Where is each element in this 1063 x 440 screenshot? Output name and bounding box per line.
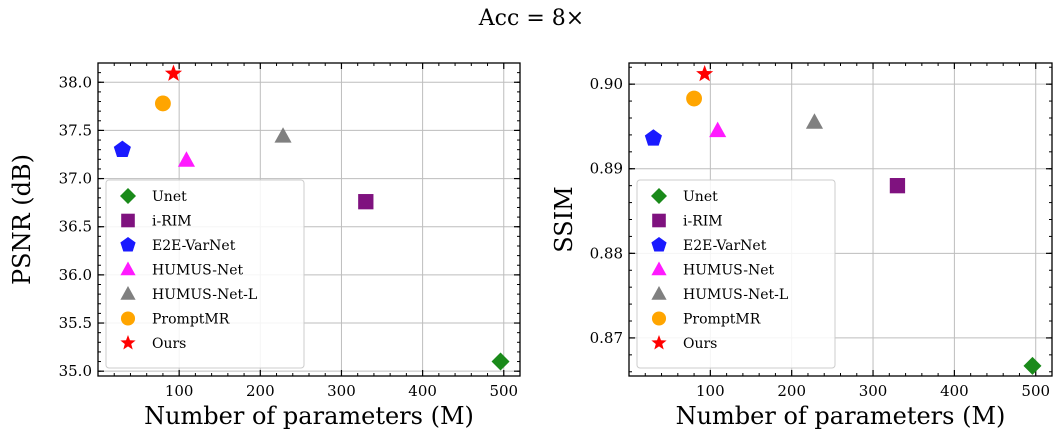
psnr-x-axis-label: Number of parameters (M) [144,402,474,430]
legend-marker-i-rim [121,213,135,228]
legend-label: E2E-VarNet [683,238,767,254]
psnr-y-tick-label: 38.0 [59,73,92,91]
ssim-point-unet [1023,356,1042,375]
legend-marker-humus-net [120,261,136,276]
ssim-y-tick-label: 0.89 [590,160,623,178]
psnr-point-promptmr [155,95,171,112]
legend-marker-humus-net [651,261,667,276]
psnr-y-tick-label: 36.0 [59,266,92,284]
psnr-y-tick-label: 37.0 [59,170,92,188]
psnr-x-tick-label: 400 [408,382,437,400]
ssim-x-tick-label: 400 [940,382,969,400]
psnr-point-e2e-varnet [113,140,131,157]
psnr-point-ours [164,64,183,81]
ssim-point-promptmr [686,90,702,107]
psnr-y-tick-label: 36.5 [59,218,92,236]
legend-label: Ours [683,336,717,352]
legend-label: Ours [152,336,186,352]
psnr-x-tick-label: 300 [327,382,356,400]
ssim-y-tick-label: 0.90 [590,75,623,93]
legend-marker-e2e-varnet [651,237,667,252]
legend-marker-promptmr [651,311,667,326]
ssim-plot: 100 200 300 400 500 0.87 0.88 0.89 0.90 Number of… [550,62,1053,430]
legend-label: HUMUS-Net [152,263,244,279]
legend-label: Unet [152,189,187,205]
ssim-x-tick-label: 500 [1021,382,1050,400]
figure-title: Acc = 8× [478,6,585,31]
legend-label: HUMUS-Net [683,263,775,279]
psnr-point-unet [491,352,510,371]
ssim-point-i-rim [889,178,906,194]
ssim-point-humus-net-l [805,113,824,129]
ssim-legend: Unet i-RIM E2E-VarNet HUMUS-Net HUMUS-Net-L P… [636,179,836,369]
legend-marker-humus-net-l [651,286,667,300]
ssim-x-axis-label: Number of parameters (M) [676,402,1006,430]
legend-marker-e2e-varnet [120,237,136,252]
ssim-x-tick-label: 300 [859,382,888,400]
psnr-x-tick-label: 500 [489,382,518,400]
psnr-legend: Unet i-RIM E2E-VarNet HUMUS-Net HUMUS-Net-L P… [105,179,305,369]
legend-marker-unet [120,188,136,204]
ssim-y-tick-label: 0.88 [590,244,623,262]
legend-label: E2E-VarNet [152,238,236,254]
ssim-point-ours [696,65,714,82]
legend-marker-humus-net-l [120,286,136,300]
ssim-y-tick-label: 0.87 [590,329,623,347]
legend-label: HUMUS-Net-L [683,287,788,303]
psnr-point-humus-net-l [274,127,292,143]
legend-label: PromptMR [683,312,761,328]
psnr-plot: 100 200 300 400 500 35.0 35.5 36.0 36.5 37.0 37.5 3… [8,62,521,430]
psnr-y-tick-label: 37.5 [59,121,92,139]
legend-label: HUMUS-Net-L [152,287,257,303]
psnr-x-tick-label: 100 [165,382,194,400]
ssim-point-e2e-varnet [644,129,662,146]
legend-label: i-RIM [152,214,192,230]
legend-marker-unet [651,188,667,204]
ssim-x-tick-label: 200 [777,382,806,400]
legend-marker-i-rim [652,213,666,228]
psnr-x-tick-label: 200 [246,382,275,400]
psnr-point-i-rim [358,194,374,210]
legend-marker-promptmr [120,311,136,326]
legend-marker-ours [120,335,136,350]
psnr-y-axis-label: PSNR (dB) [8,154,36,285]
legend-label: i-RIM [683,214,723,230]
legend-marker-ours [651,335,667,350]
ssim-x-tick-label: 100 [696,382,725,400]
legend-label: PromptMR [152,312,230,328]
ssim-y-axis-label: SSIM [550,186,578,253]
psnr-point-humus-net [177,151,196,167]
legend-label: Unet [683,189,718,205]
ssim-point-humus-net [709,121,727,138]
psnr-y-tick-label: 35.0 [59,362,92,380]
psnr-y-tick-label: 35.5 [59,314,92,332]
